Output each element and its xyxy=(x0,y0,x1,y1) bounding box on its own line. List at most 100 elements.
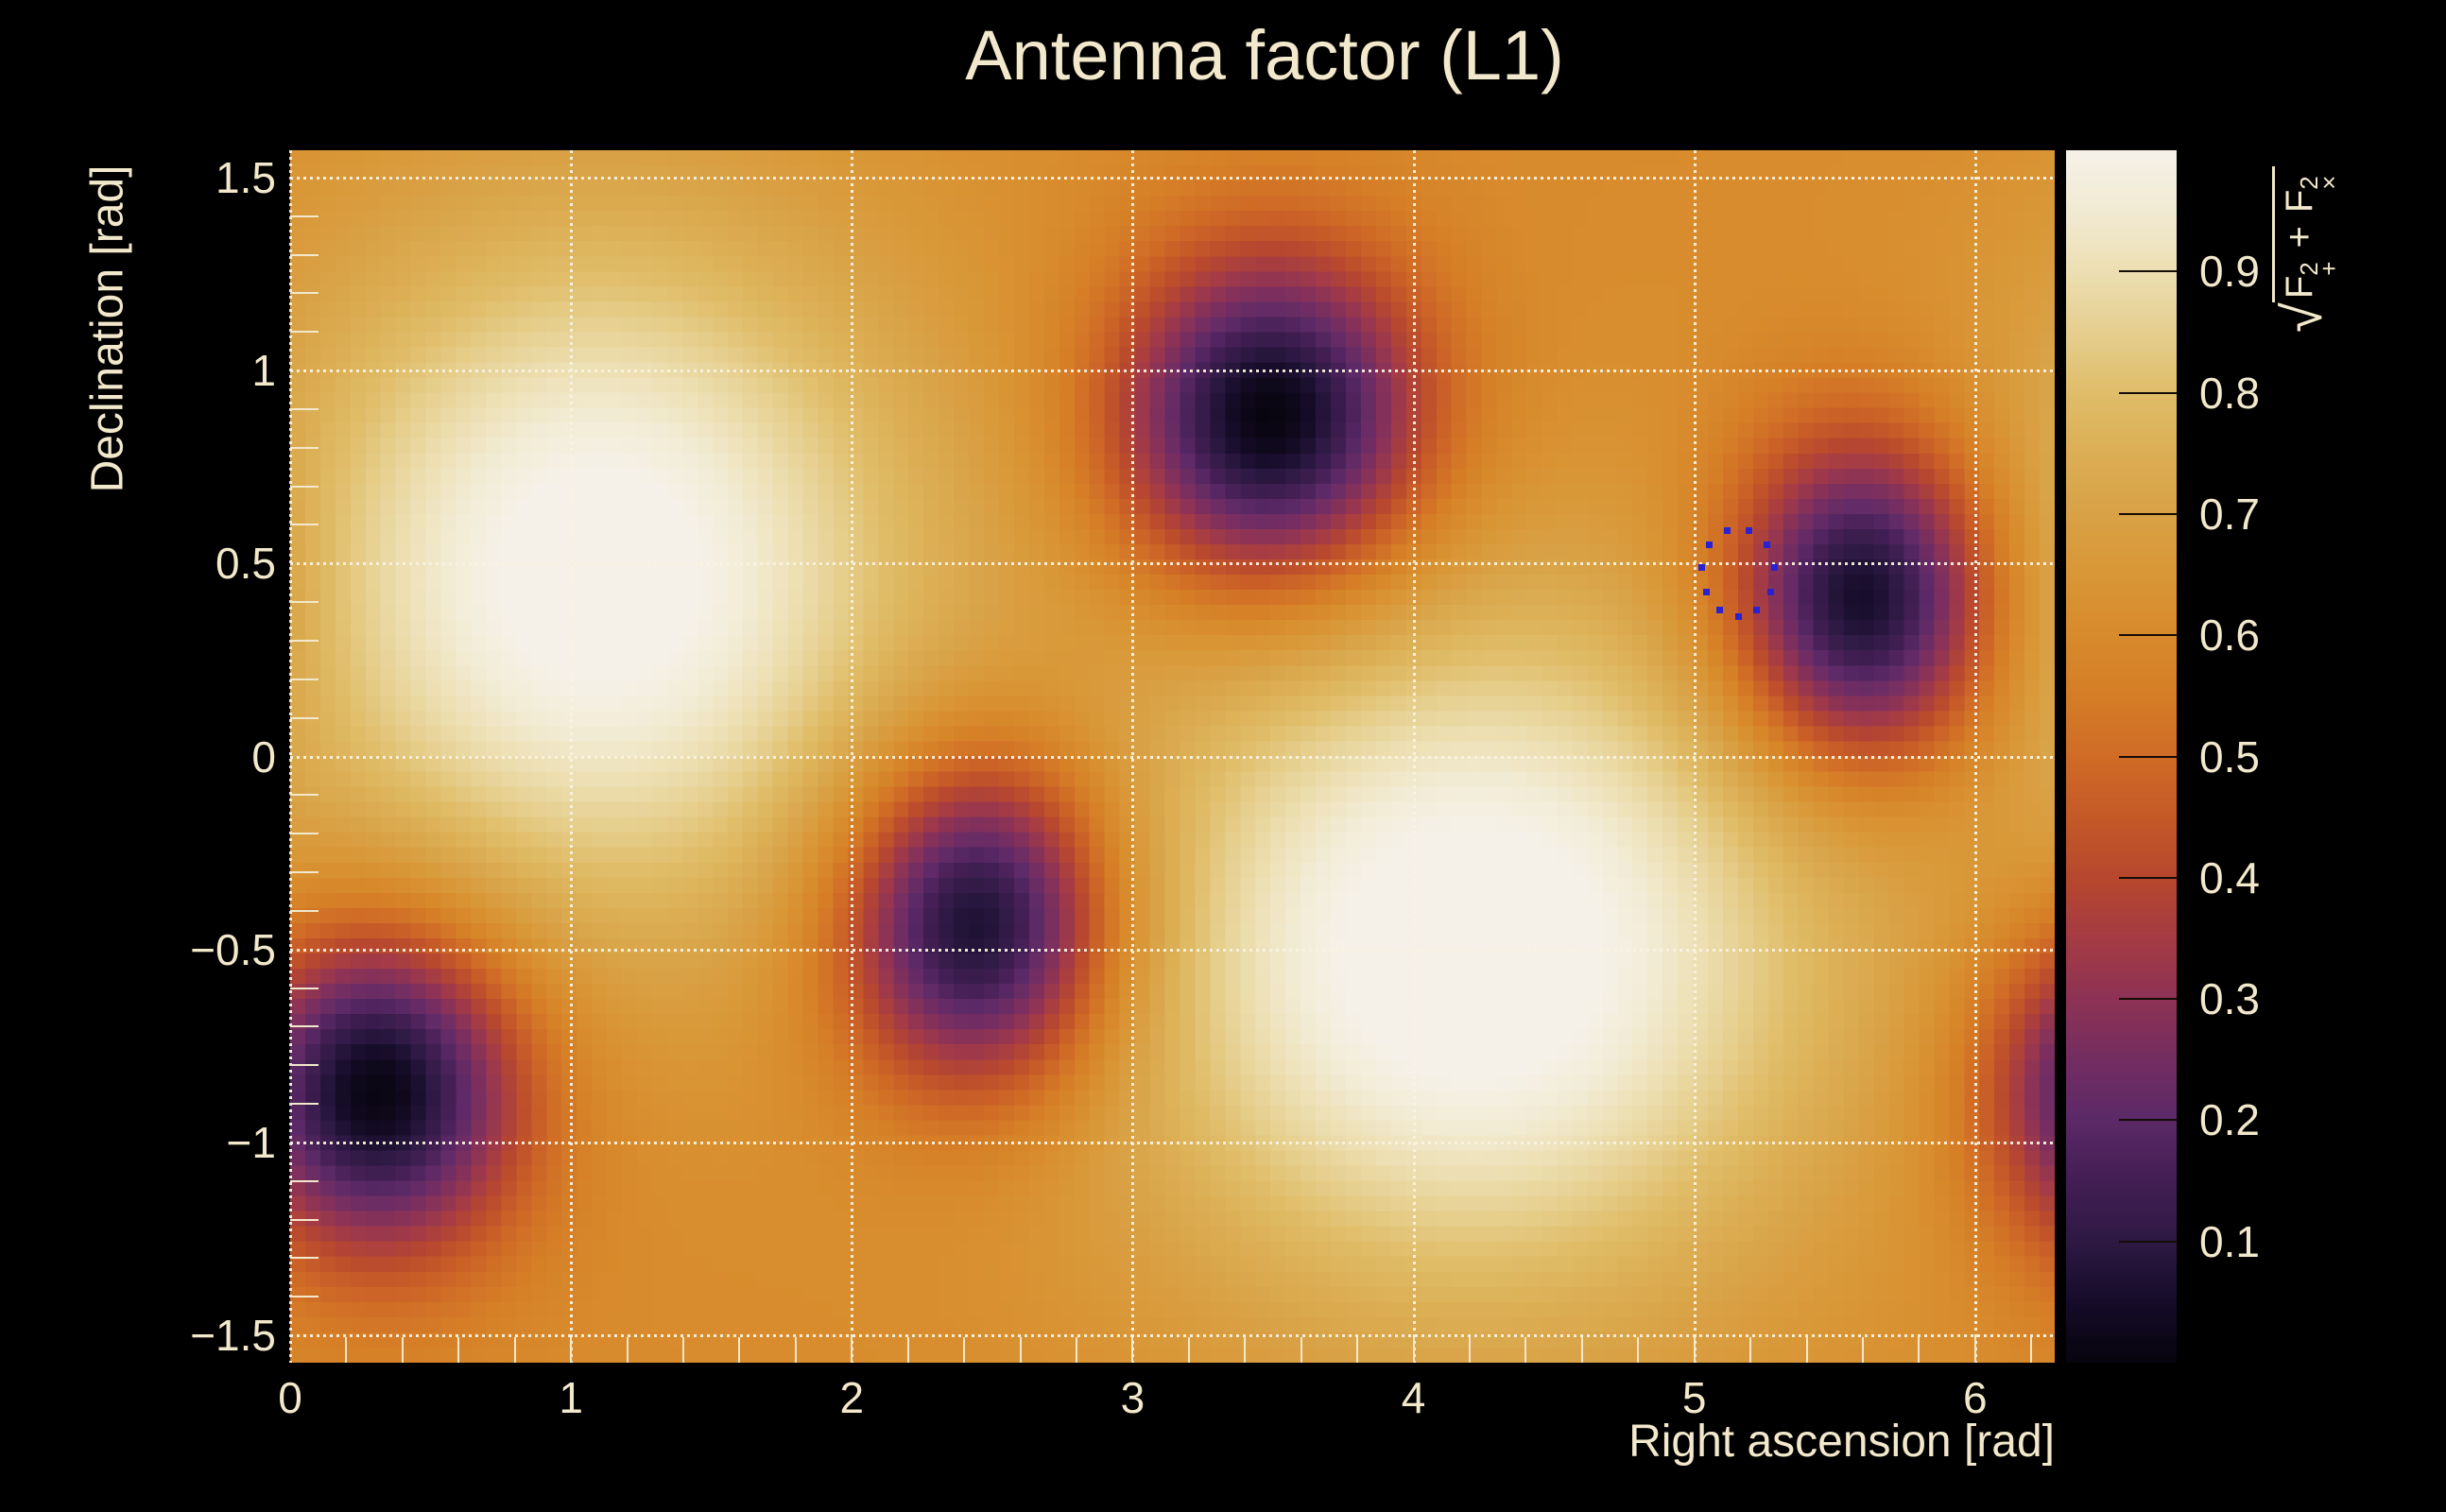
x-axis-tick xyxy=(1356,1337,1359,1363)
y-axis-tick xyxy=(290,1064,319,1067)
x-axis-tick xyxy=(1131,1337,1134,1363)
colorbar-tick-label-0.8: 0.8 xyxy=(2199,368,2260,418)
localization-marker xyxy=(1716,606,1724,613)
x-axis-tick xyxy=(513,1337,516,1363)
y-tick-label-−1.5: −1.5 xyxy=(190,1311,276,1361)
f-plus-symbol: F xyxy=(2279,275,2320,300)
y-axis-tick xyxy=(290,1179,319,1182)
colorbar-tick xyxy=(2119,634,2177,637)
y-axis-tick xyxy=(290,833,319,835)
colorbar-tick-label-0.9: 0.9 xyxy=(2199,247,2260,297)
heatmap-plot-area xyxy=(289,150,2055,1363)
colorbar-tick-label-0.6: 0.6 xyxy=(2199,610,2260,661)
localization-marker xyxy=(1746,527,1753,535)
x-tick-label-5: 5 xyxy=(1681,1373,1707,1422)
y-axis-tick xyxy=(290,678,319,680)
gridline-y-0.5 xyxy=(290,562,2055,566)
y-axis-tick xyxy=(290,524,319,526)
plot-title: Antenna factor (L1) xyxy=(965,16,1564,94)
localization-marker xyxy=(1766,589,1774,596)
y-axis-tick xyxy=(290,987,319,989)
colorbar-tick xyxy=(2119,1240,2177,1243)
y-axis-tick xyxy=(290,1103,319,1106)
gridline-y--0.5 xyxy=(290,948,2055,952)
x-axis-tick xyxy=(1861,1337,1864,1363)
localization-marker xyxy=(1753,606,1761,613)
x-axis-tick xyxy=(1805,1337,1808,1363)
x-axis-tick xyxy=(1580,1337,1583,1363)
colorbar-tick-label-0.2: 0.2 xyxy=(2199,1095,2260,1145)
x-axis-tick xyxy=(1187,1337,1190,1363)
y-axis-title: Declination [rad] xyxy=(82,164,133,493)
colorbar-axis-title: √F 2 + +F 2 × xyxy=(2272,165,2343,333)
sqrt-radicand: F 2 + +F 2 × xyxy=(2272,165,2343,303)
x-axis-tick xyxy=(1019,1337,1022,1363)
x-axis-tick xyxy=(1468,1337,1471,1363)
x-axis-tick xyxy=(2030,1337,2033,1363)
y-tick-label-1: 1 xyxy=(251,346,276,396)
y-tick-label-0.5: 0.5 xyxy=(215,539,276,589)
y-axis-tick xyxy=(290,215,319,217)
localization-marker xyxy=(1723,527,1731,535)
y-axis-tick xyxy=(290,716,319,719)
gridline-y--1 xyxy=(290,1141,2055,1144)
x-axis-tick xyxy=(1300,1337,1302,1363)
x-axis-tick xyxy=(626,1337,629,1363)
colorbar-tick xyxy=(2119,512,2177,515)
x-tick-label-2: 2 xyxy=(839,1373,865,1422)
localization-marker xyxy=(1735,612,1743,620)
x-axis-tick xyxy=(570,1337,573,1363)
colorbar-tick xyxy=(2119,998,2177,1001)
colorbar-tick-label-0.4: 0.4 xyxy=(2199,852,2260,902)
colorbar-tick xyxy=(2119,755,2177,758)
colorbar-tick xyxy=(2119,1119,2177,1122)
colorbar-tick xyxy=(2119,270,2177,273)
gridline-y-1.5 xyxy=(290,176,2055,180)
x-axis-tick xyxy=(457,1337,460,1363)
x-axis-tick xyxy=(1749,1337,1752,1363)
x-axis-tick xyxy=(963,1337,966,1363)
x-tick-label-0: 0 xyxy=(278,1373,302,1422)
y-tick-label-−1: −1 xyxy=(226,1117,276,1167)
y-axis-tick xyxy=(290,871,319,874)
f-cross-symbol: F xyxy=(2279,189,2320,214)
x-axis-tick xyxy=(401,1337,404,1363)
x-axis-tick xyxy=(738,1337,741,1363)
gridline-y-0 xyxy=(290,755,2055,759)
y-axis-tick xyxy=(290,639,319,642)
x-axis-tick xyxy=(345,1337,348,1363)
x-axis-tick xyxy=(851,1337,853,1363)
x-axis-tick xyxy=(794,1337,797,1363)
x-axis-tick xyxy=(1244,1337,1247,1363)
localization-marker xyxy=(1764,541,1771,548)
localization-marker xyxy=(1698,563,1706,571)
y-axis-tick xyxy=(290,253,319,256)
y-axis-tick xyxy=(290,1257,319,1260)
gridline-y-1 xyxy=(290,369,2055,373)
sqrt-radical-glyph: √ xyxy=(2272,302,2334,333)
localization-marker xyxy=(1705,541,1713,548)
y-axis-tick xyxy=(290,446,319,449)
x-axis-title: Right ascension [rad] xyxy=(1628,1417,2055,1467)
x-axis-tick xyxy=(1412,1337,1415,1363)
x-axis-tick xyxy=(681,1337,684,1363)
y-axis-tick xyxy=(290,1218,319,1221)
y-axis-tick xyxy=(290,909,319,912)
x-tick-label-1: 1 xyxy=(559,1373,583,1422)
colorbar-tick-label-0.5: 0.5 xyxy=(2199,731,2260,782)
x-axis-tick xyxy=(1637,1337,1640,1363)
colorbar-tick xyxy=(2119,876,2177,879)
colorbar-tick xyxy=(2119,391,2177,394)
y-tick-label-0: 0 xyxy=(251,731,276,782)
x-tick-label-4: 4 xyxy=(1401,1373,1426,1422)
localization-marker xyxy=(1702,589,1710,596)
x-axis-tick xyxy=(1973,1337,1976,1363)
x-axis-tick xyxy=(906,1337,909,1363)
y-axis-tick xyxy=(290,1025,319,1028)
y-tick-label-−0.5: −0.5 xyxy=(190,924,276,974)
x-axis-tick xyxy=(1075,1337,1077,1363)
x-tick-label-3: 3 xyxy=(1120,1373,1145,1422)
x-axis-tick xyxy=(1524,1337,1527,1363)
y-axis-tick xyxy=(290,1296,319,1298)
y-axis-tick xyxy=(290,331,319,334)
